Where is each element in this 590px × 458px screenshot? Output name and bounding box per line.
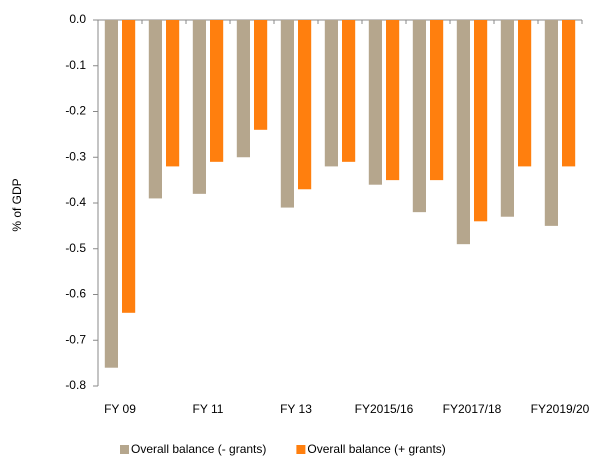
bar	[368, 20, 382, 185]
x-tick-label: FY2019/20	[531, 402, 590, 416]
bar	[122, 20, 136, 313]
bar	[518, 20, 532, 167]
x-tick-label: FY2015/16	[355, 402, 414, 416]
y-axis-label: % of GDP	[10, 178, 24, 231]
bar	[500, 20, 514, 217]
y-tick-label: 0.0	[69, 12, 86, 26]
bar	[104, 20, 118, 368]
y-tick-label: -0.1	[65, 58, 86, 72]
y-tick-label: -0.7	[65, 332, 86, 346]
y-tick-label: -0.5	[65, 241, 86, 255]
y-tick-label: -0.4	[65, 195, 86, 209]
y-tick-label: -0.8	[65, 378, 86, 392]
legend-swatch	[120, 445, 129, 454]
y-tick-label: -0.3	[65, 149, 86, 163]
bar	[236, 20, 250, 158]
y-tick-label: -0.2	[65, 104, 86, 118]
bar	[192, 20, 206, 194]
legend-label: Overall balance (- grants)	[131, 442, 266, 456]
x-tick-label: FY 09	[104, 402, 136, 416]
bar	[562, 20, 576, 167]
bar	[254, 20, 268, 130]
bar	[166, 20, 180, 167]
x-tick-label: FY 13	[280, 402, 312, 416]
bar	[474, 20, 488, 222]
bar	[298, 20, 312, 190]
bar	[430, 20, 444, 181]
legend-swatch	[296, 445, 306, 454]
bar	[280, 20, 294, 208]
y-tick-label: -0.6	[65, 287, 86, 301]
x-tick-label: FY 11	[193, 402, 224, 416]
bar	[324, 20, 338, 167]
bar	[412, 20, 426, 213]
bar	[386, 20, 400, 181]
x-tick-label: FY2017/18	[443, 402, 502, 416]
bar	[456, 20, 470, 245]
bar	[148, 20, 162, 199]
bar	[210, 20, 224, 162]
bar	[342, 20, 356, 162]
bar	[544, 20, 558, 226]
legend-label: Overall balance (+ grants)	[307, 442, 445, 456]
